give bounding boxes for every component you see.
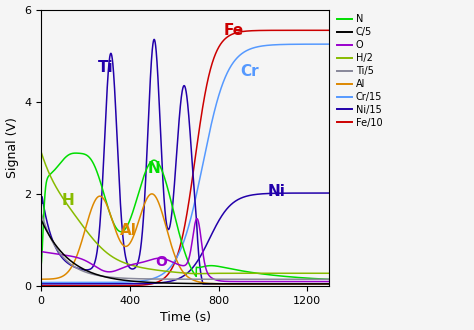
Al bbox=[149, 192, 155, 196]
Ni/15 bbox=[149, 281, 155, 285]
O bbox=[38, 249, 44, 253]
Al bbox=[161, 218, 167, 222]
Cr/15 bbox=[161, 271, 167, 275]
O bbox=[149, 258, 155, 262]
O bbox=[290, 280, 296, 283]
Ti/5 bbox=[327, 277, 332, 281]
Al bbox=[321, 282, 327, 286]
H/2 bbox=[71, 212, 77, 216]
Fe/10 bbox=[149, 282, 155, 286]
H/2 bbox=[149, 267, 155, 271]
C/5 bbox=[149, 280, 155, 284]
Fe/10 bbox=[161, 276, 167, 280]
Text: Ti: Ti bbox=[98, 60, 113, 75]
C/5 bbox=[321, 282, 327, 286]
Text: Al: Al bbox=[120, 223, 137, 238]
Ti/5 bbox=[321, 277, 327, 281]
Ti/5 bbox=[161, 277, 167, 281]
N bbox=[161, 175, 167, 179]
Line: O: O bbox=[41, 219, 329, 281]
C/5 bbox=[161, 281, 167, 285]
Al bbox=[327, 282, 332, 286]
Ni/15 bbox=[38, 282, 44, 286]
X-axis label: Time (s): Time (s) bbox=[160, 312, 211, 324]
Fe/10 bbox=[321, 28, 327, 32]
Line: Fe/10: Fe/10 bbox=[41, 30, 329, 286]
O bbox=[327, 280, 332, 283]
N bbox=[327, 278, 332, 281]
H/2 bbox=[88, 235, 94, 239]
Ni/15 bbox=[88, 282, 94, 286]
Al bbox=[38, 277, 44, 281]
Text: O: O bbox=[155, 255, 167, 269]
H/2 bbox=[290, 271, 296, 275]
Text: Ni: Ni bbox=[267, 184, 285, 199]
O bbox=[194, 217, 200, 221]
Fe/10 bbox=[38, 284, 44, 288]
Text: H: H bbox=[61, 193, 74, 208]
Cr/15 bbox=[327, 42, 332, 46]
N bbox=[73, 151, 79, 155]
H/2 bbox=[195, 272, 201, 276]
Fe/10 bbox=[71, 284, 77, 288]
C/5 bbox=[290, 282, 296, 286]
Text: N: N bbox=[148, 161, 161, 176]
H/2 bbox=[38, 149, 44, 153]
Ti/5 bbox=[38, 211, 44, 214]
C/5 bbox=[327, 282, 332, 286]
Line: N: N bbox=[41, 153, 329, 280]
Line: Ni/15: Ni/15 bbox=[41, 193, 329, 284]
N bbox=[290, 275, 296, 279]
O bbox=[71, 255, 77, 259]
H/2 bbox=[161, 269, 167, 273]
Ti/5 bbox=[71, 264, 77, 268]
Al bbox=[71, 261, 77, 265]
Line: Cr/15: Cr/15 bbox=[41, 44, 329, 282]
O bbox=[161, 257, 167, 261]
Line: Ti/5: Ti/5 bbox=[41, 213, 329, 279]
C/5 bbox=[88, 271, 94, 275]
O bbox=[321, 280, 327, 283]
Cr/15 bbox=[149, 277, 155, 281]
N bbox=[71, 151, 77, 155]
Text: Fe: Fe bbox=[224, 23, 244, 38]
Cr/15 bbox=[88, 280, 94, 284]
C/5 bbox=[71, 261, 77, 265]
Al bbox=[88, 208, 94, 212]
H/2 bbox=[327, 271, 332, 275]
Ni/15 bbox=[161, 280, 167, 284]
Ti/5 bbox=[88, 272, 94, 276]
Line: H/2: H/2 bbox=[41, 151, 329, 274]
N bbox=[149, 159, 155, 163]
N bbox=[38, 266, 44, 270]
Text: Cr: Cr bbox=[240, 64, 259, 79]
Cr/15 bbox=[38, 280, 44, 284]
Al bbox=[290, 282, 296, 286]
N bbox=[321, 277, 327, 281]
C/5 bbox=[38, 217, 44, 221]
Ni/15 bbox=[327, 191, 332, 195]
Cr/15 bbox=[321, 42, 327, 46]
O bbox=[88, 262, 94, 266]
Y-axis label: Signal (V): Signal (V) bbox=[6, 117, 18, 178]
Line: Al: Al bbox=[41, 194, 329, 284]
Ti/5 bbox=[290, 277, 296, 281]
Al bbox=[149, 192, 155, 196]
Cr/15 bbox=[71, 280, 77, 284]
Ti/5 bbox=[149, 277, 155, 281]
Ni/15 bbox=[290, 191, 296, 195]
H/2 bbox=[321, 271, 327, 275]
Ni/15 bbox=[321, 191, 327, 195]
Ni/15 bbox=[71, 282, 77, 286]
Legend: N, C/5, O, H/2, Ti/5, Al, Cr/15, Ni/15, Fe/10: N, C/5, O, H/2, Ti/5, Al, Cr/15, Ni/15, … bbox=[337, 15, 383, 128]
Line: C/5: C/5 bbox=[41, 219, 329, 284]
N bbox=[88, 158, 94, 162]
Fe/10 bbox=[88, 284, 94, 288]
Fe/10 bbox=[290, 28, 296, 32]
Cr/15 bbox=[290, 42, 296, 46]
Fe/10 bbox=[327, 28, 332, 32]
